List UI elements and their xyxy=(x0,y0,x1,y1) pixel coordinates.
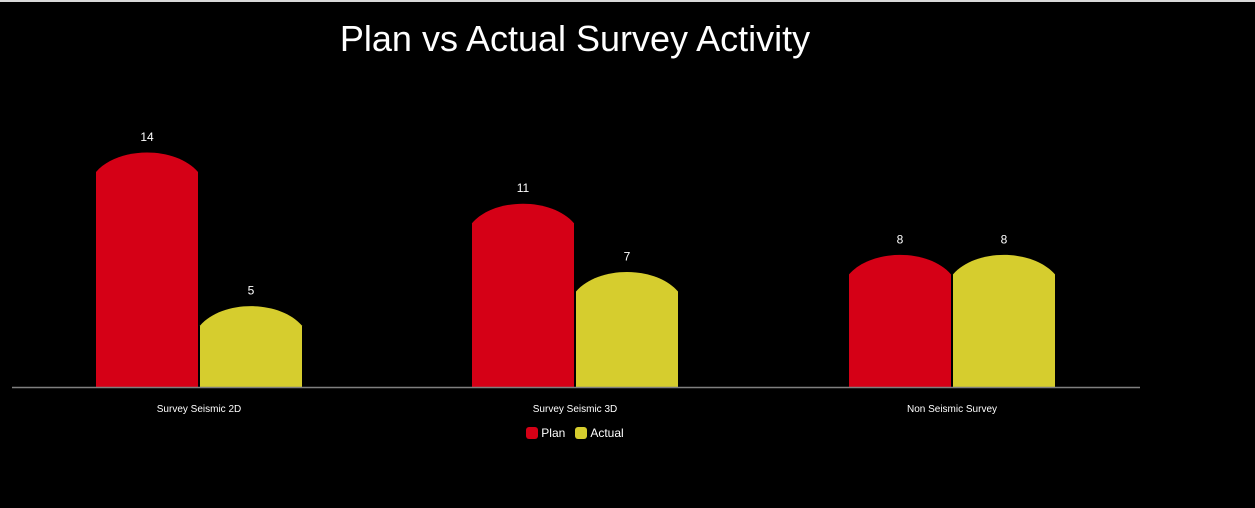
bar-actual-2 xyxy=(953,254,1055,387)
category-labels-group: Survey Seismic 2D Survey Seismic 3D Non Se… xyxy=(157,404,997,415)
bar-plan-0 xyxy=(96,152,198,387)
bars-group xyxy=(96,152,1055,387)
bar-plan-1 xyxy=(472,203,574,387)
category-label-1: Survey Seismic 3D xyxy=(533,404,617,415)
top-border xyxy=(0,0,1255,2)
bar-plan-2 xyxy=(849,254,951,387)
data-label-plan-2: 8 xyxy=(897,232,904,246)
legend-label-plan: Plan xyxy=(541,426,566,440)
data-label-actual-1: 7 xyxy=(624,250,631,264)
bar-actual-0 xyxy=(200,306,302,387)
data-label-actual-0: 5 xyxy=(248,284,255,298)
legend-swatch-actual xyxy=(575,427,588,439)
legend-label-actual: Actual xyxy=(590,426,624,440)
bar-actual-1 xyxy=(576,272,678,387)
category-label-2: Non Seismic Survey xyxy=(907,404,997,415)
legend-item-plan[interactable]: Plan xyxy=(526,426,565,440)
chart-title: Plan vs Actual Survey Activity xyxy=(339,18,811,59)
legend-swatch-plan xyxy=(526,427,539,439)
data-label-plan-0: 14 xyxy=(140,130,154,144)
legend-item-actual[interactable]: Actual xyxy=(575,426,624,440)
legend: Plan Actual xyxy=(0,426,1150,440)
data-labels-group: 14 5 11 7 8 8 xyxy=(140,130,1007,298)
data-label-actual-2: 8 xyxy=(1001,232,1008,246)
data-label-plan-1: 11 xyxy=(517,181,530,195)
category-label-0: Survey Seismic 2D xyxy=(157,404,241,415)
